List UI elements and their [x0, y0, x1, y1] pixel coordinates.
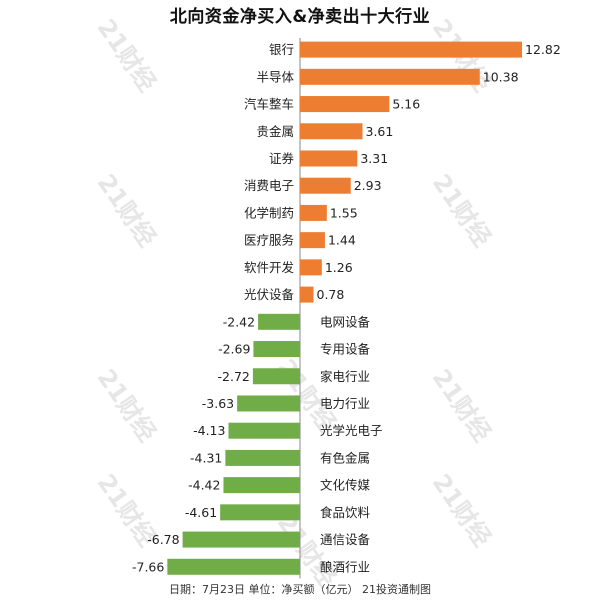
data-label: 3.61 [366, 124, 394, 139]
data-label: -3.63 [202, 396, 234, 411]
bar [300, 41, 522, 58]
data-label: 1.26 [325, 260, 353, 275]
data-label: 5.16 [392, 97, 420, 112]
category-label: 食品饮料 [320, 505, 371, 520]
data-label: 0.78 [317, 287, 345, 302]
data-label: -4.61 [185, 505, 217, 520]
data-label: 10.38 [483, 69, 519, 84]
category-label: 化学制药 [244, 205, 294, 220]
bar [300, 204, 327, 221]
watermark-text: 21财经 [427, 169, 497, 252]
category-label: 家电行业 [320, 369, 370, 384]
category-label: 消费电子 [244, 178, 294, 193]
category-label: 证券 [269, 151, 295, 166]
data-label: -2.42 [223, 314, 255, 329]
chart-title: 北向资金净买入&净卖出十大行业 [169, 7, 431, 27]
watermark-text: 21财经 [92, 364, 162, 447]
data-label: 2.93 [354, 178, 382, 193]
data-label: -2.72 [218, 369, 250, 384]
category-label: 医疗服务 [244, 233, 294, 248]
category-label: 通信设备 [320, 532, 371, 547]
bar [225, 449, 300, 466]
bar [228, 422, 300, 439]
watermark-text: 21财经 [92, 14, 162, 97]
bar [223, 477, 300, 494]
watermark-text: 21财经 [427, 364, 497, 447]
category-label: 专用设备 [320, 342, 371, 357]
data-label: -4.42 [188, 478, 220, 493]
category-label: 银行 [269, 42, 294, 57]
bar [300, 259, 322, 276]
category-label: 贵金属 [256, 124, 294, 139]
bar [300, 96, 390, 113]
bar [252, 368, 300, 385]
bar [167, 558, 300, 575]
bars-layer [167, 38, 522, 579]
data-label: 3.31 [360, 151, 388, 166]
labels-layer: 银行 12.82 半导体 10.38 汽车整车 5.16 贵金属 3.61 证券 3.31 消费电子… [132, 42, 561, 574]
bar [253, 341, 300, 358]
watermark-text: 21财经 [92, 169, 162, 252]
bar [258, 313, 300, 330]
bar [300, 68, 480, 85]
data-label: 1.44 [328, 233, 356, 248]
watermark-text: 21财经 [272, 509, 342, 592]
bar [182, 531, 300, 548]
bar [300, 123, 363, 140]
data-label: -2.69 [218, 342, 250, 357]
category-label: 电力行业 [320, 396, 370, 411]
category-label: 汽车整车 [244, 97, 294, 112]
category-label: 光伏设备 [244, 287, 295, 302]
bar [300, 286, 314, 303]
category-label: 文化传媒 [320, 478, 371, 493]
category-label: 有色金属 [320, 450, 370, 465]
bar [300, 177, 351, 194]
watermark-text: 21财经 [427, 469, 497, 552]
bar [220, 504, 300, 521]
category-label: 软件开发 [244, 260, 295, 275]
bar [237, 395, 300, 412]
bar [300, 150, 358, 167]
data-label: -6.78 [147, 532, 179, 547]
category-label: 电网设备 [320, 314, 371, 329]
data-label: -4.13 [193, 423, 225, 438]
category-label: 酿酒行业 [320, 559, 370, 574]
bar [300, 232, 325, 249]
chart-footer: 日期：7月23日 单位：净买额（亿元） 21投资通制图 [169, 583, 431, 596]
data-label: 1.55 [330, 205, 358, 220]
data-label: 12.82 [525, 42, 561, 57]
category-label: 半导体 [256, 69, 294, 84]
data-label: -7.66 [132, 559, 164, 574]
category-label: 光学光电子 [320, 423, 383, 438]
data-label: -4.31 [190, 450, 222, 465]
